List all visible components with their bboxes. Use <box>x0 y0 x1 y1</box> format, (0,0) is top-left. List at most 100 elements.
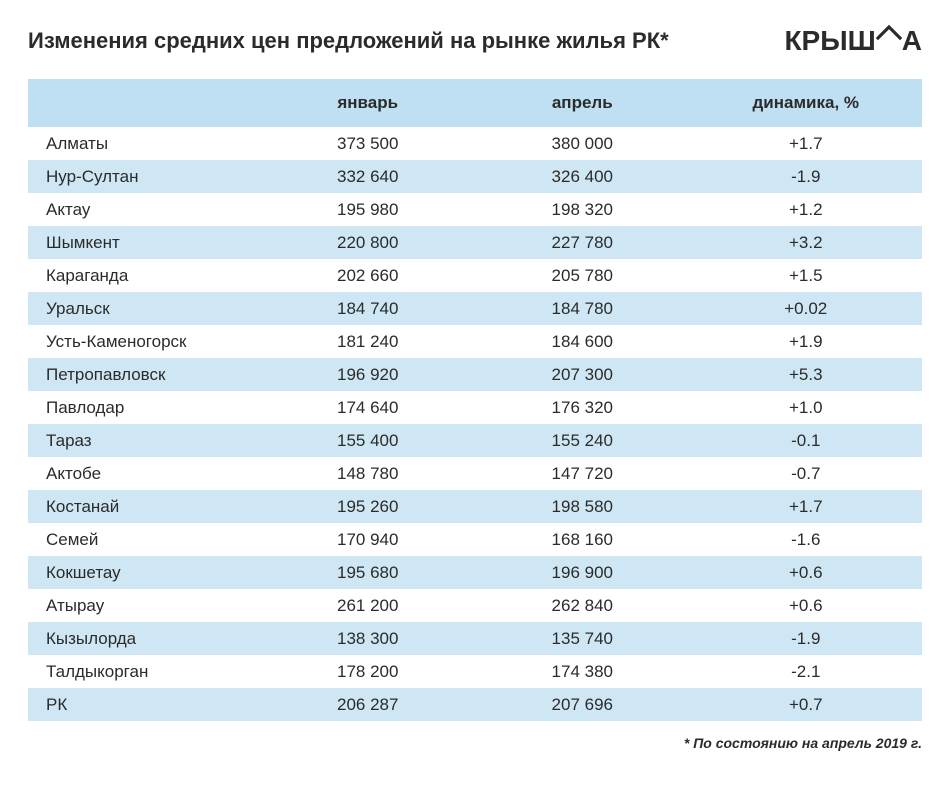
col-header-delta: динамика, % <box>690 79 922 127</box>
cell-jan: 155 400 <box>260 424 475 457</box>
col-header-jan: январь <box>260 79 475 127</box>
cell-jan: 184 740 <box>260 292 475 325</box>
cell-apr: 198 320 <box>475 193 690 226</box>
cell-city: Шымкент <box>28 226 260 259</box>
cell-jan: 178 200 <box>260 655 475 688</box>
cell-apr: 155 240 <box>475 424 690 457</box>
cell-city: Семей <box>28 523 260 556</box>
table-row: Кокшетау195 680196 900+0.6 <box>28 556 922 589</box>
table-row: Тараз155 400155 240-0.1 <box>28 424 922 457</box>
cell-apr: 262 840 <box>475 589 690 622</box>
cell-delta: -0.7 <box>690 457 922 490</box>
cell-delta: -1.9 <box>690 622 922 655</box>
cell-delta: -1.9 <box>690 160 922 193</box>
cell-delta: -2.1 <box>690 655 922 688</box>
cell-delta: +1.5 <box>690 259 922 292</box>
cell-city: Кокшетау <box>28 556 260 589</box>
table-row: Шымкент220 800227 780+3.2 <box>28 226 922 259</box>
cell-jan: 138 300 <box>260 622 475 655</box>
table-row: РК206 287207 696+0.7 <box>28 688 922 721</box>
cell-delta: -1.6 <box>690 523 922 556</box>
cell-jan: 195 260 <box>260 490 475 523</box>
cell-jan: 373 500 <box>260 127 475 160</box>
cell-apr: 326 400 <box>475 160 690 193</box>
cell-delta: +0.6 <box>690 589 922 622</box>
table-row: Караганда202 660205 780+1.5 <box>28 259 922 292</box>
cell-apr: 184 780 <box>475 292 690 325</box>
logo-text-left: КРЫШ <box>784 25 875 57</box>
cell-jan: 170 940 <box>260 523 475 556</box>
cell-delta: +0.02 <box>690 292 922 325</box>
cell-delta: +1.0 <box>690 391 922 424</box>
footnote: * По состоянию на апрель 2019 г. <box>28 735 922 751</box>
cell-delta: -0.1 <box>690 424 922 457</box>
header: Изменения средних цен предложений на рын… <box>28 24 922 57</box>
cell-city: Атырау <box>28 589 260 622</box>
cell-apr: 227 780 <box>475 226 690 259</box>
cell-apr: 184 600 <box>475 325 690 358</box>
table-row: Нур-Султан332 640326 400-1.9 <box>28 160 922 193</box>
cell-jan: 174 640 <box>260 391 475 424</box>
cell-jan: 181 240 <box>260 325 475 358</box>
cell-city: Павлодар <box>28 391 260 424</box>
cell-apr: 147 720 <box>475 457 690 490</box>
cell-city: Петропавловск <box>28 358 260 391</box>
cell-city: Тараз <box>28 424 260 457</box>
table-row: Семей170 940168 160-1.6 <box>28 523 922 556</box>
table-row: Алматы373 500380 000+1.7 <box>28 127 922 160</box>
col-header-apr: апрель <box>475 79 690 127</box>
table-header-row: январь апрель динамика, % <box>28 79 922 127</box>
cell-apr: 205 780 <box>475 259 690 292</box>
cell-jan: 332 640 <box>260 160 475 193</box>
cell-delta: +1.2 <box>690 193 922 226</box>
cell-jan: 261 200 <box>260 589 475 622</box>
table-row: Уральск184 740184 780+0.02 <box>28 292 922 325</box>
cell-city: Алматы <box>28 127 260 160</box>
cell-delta: +1.7 <box>690 127 922 160</box>
cell-apr: 176 320 <box>475 391 690 424</box>
cell-city: Актобе <box>28 457 260 490</box>
cell-city: Актау <box>28 193 260 226</box>
page-title: Изменения средних цен предложений на рын… <box>28 28 669 54</box>
table-row: Актау195 980198 320+1.2 <box>28 193 922 226</box>
cell-apr: 207 696 <box>475 688 690 721</box>
cell-delta: +1.7 <box>690 490 922 523</box>
table-row: Петропавловск196 920207 300+5.3 <box>28 358 922 391</box>
house-icon <box>876 22 902 55</box>
cell-delta: +3.2 <box>690 226 922 259</box>
cell-city: Караганда <box>28 259 260 292</box>
table-row: Атырау261 200262 840+0.6 <box>28 589 922 622</box>
table-row: Талдыкорган178 200174 380-2.1 <box>28 655 922 688</box>
cell-city: Кызылорда <box>28 622 260 655</box>
cell-city: РК <box>28 688 260 721</box>
cell-city: Талдыкорган <box>28 655 260 688</box>
cell-city: Костанай <box>28 490 260 523</box>
cell-jan: 202 660 <box>260 259 475 292</box>
cell-jan: 148 780 <box>260 457 475 490</box>
cell-city: Уральск <box>28 292 260 325</box>
cell-delta: +0.6 <box>690 556 922 589</box>
cell-city: Нур-Султан <box>28 160 260 193</box>
col-header-city <box>28 79 260 127</box>
table-row: Усть-Каменогорск181 240184 600+1.9 <box>28 325 922 358</box>
table-row: Актобе148 780147 720-0.7 <box>28 457 922 490</box>
table-row: Костанай195 260198 580+1.7 <box>28 490 922 523</box>
price-table: январь апрель динамика, % Алматы373 5003… <box>28 79 922 721</box>
cell-apr: 198 580 <box>475 490 690 523</box>
cell-jan: 195 680 <box>260 556 475 589</box>
cell-jan: 195 980 <box>260 193 475 226</box>
table-row: Кызылорда138 300135 740-1.9 <box>28 622 922 655</box>
cell-jan: 196 920 <box>260 358 475 391</box>
cell-delta: +5.3 <box>690 358 922 391</box>
cell-apr: 207 300 <box>475 358 690 391</box>
cell-delta: +1.9 <box>690 325 922 358</box>
cell-city: Усть-Каменогорск <box>28 325 260 358</box>
cell-apr: 135 740 <box>475 622 690 655</box>
cell-apr: 174 380 <box>475 655 690 688</box>
cell-apr: 380 000 <box>475 127 690 160</box>
logo: КРЫШ А <box>784 24 922 57</box>
logo-text-right: А <box>902 25 922 57</box>
cell-apr: 168 160 <box>475 523 690 556</box>
table-row: Павлодар174 640176 320+1.0 <box>28 391 922 424</box>
cell-jan: 206 287 <box>260 688 475 721</box>
